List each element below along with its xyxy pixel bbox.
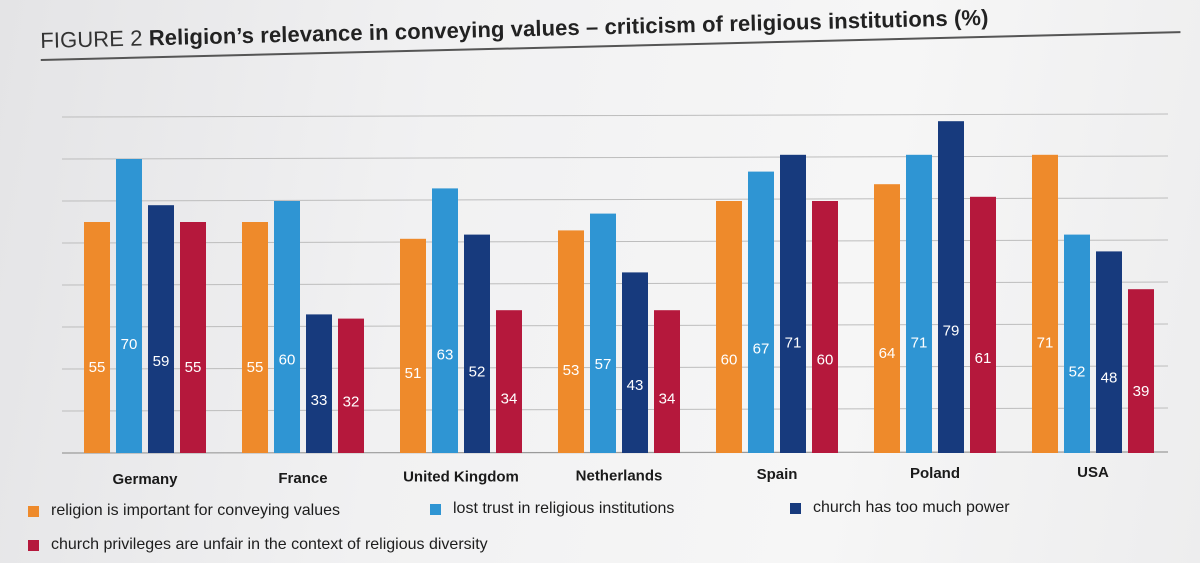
x-tick-label: Netherlands [576,467,663,484]
bar-united-kingdom-2 [464,234,490,453]
bar-poland-2 [938,121,964,453]
x-tick-label: USA [1077,464,1109,481]
data-label: 70 [121,336,138,353]
data-label: 57 [595,356,612,373]
data-label: 39 [1133,383,1150,400]
data-label: 61 [975,350,992,367]
bar-germany-2 [148,205,174,453]
bar-germany-1 [116,159,142,453]
legend: religion is important for conveying valu… [28,498,1188,558]
legend-label-privileges: church privileges are unfair in the cont… [51,536,488,553]
bar-poland-0 [874,184,900,453]
bar-united-kingdom-0 [400,238,426,453]
data-label: 60 [279,351,296,368]
data-label: 67 [753,341,770,358]
gridline [61,155,1169,160]
legend-label-trust: lost trust in religious institutions [453,500,675,517]
bar-france-2 [306,314,332,453]
bar-netherlands-1 [590,213,616,453]
bar-usa-2 [1096,251,1122,453]
data-label: 60 [721,351,738,368]
data-label: 33 [311,392,328,409]
data-label: 53 [563,362,580,379]
data-label: 60 [817,351,834,368]
gridline [61,197,1169,202]
x-tick-label: Poland [910,465,960,482]
legend-item-trust: lost trust in religious institutions [430,500,674,518]
data-label: 32 [343,394,360,411]
data-label: 55 [247,359,264,376]
legend-label-power: church has too much power [813,499,1010,516]
data-label: 59 [153,353,170,370]
bar-france-3 [338,318,364,453]
bar-spain-1 [748,171,774,453]
bar-chart: 55 70 59 55 Germany 55 60 33 32 France 51 63 52 34 Uni… [61,113,1169,488]
bar-spain-3 [812,201,838,453]
bar-netherlands-3 [654,310,680,453]
data-label: 71 [785,335,802,352]
bar-netherlands-0 [558,230,584,453]
x-tick-label: France [278,470,327,487]
bar-germany-0 [84,222,110,453]
bar-spain-2 [780,154,806,454]
bar-netherlands-2 [622,272,648,453]
bar-france-1 [274,201,300,453]
bar-united-kingdom-3 [496,310,522,453]
bar-usa-0 [1032,154,1058,454]
legend-item-power: church has too much power [790,499,1010,517]
data-label: 43 [627,377,644,394]
bar-france-0 [242,222,268,453]
data-label: 55 [185,359,202,376]
bar-spain-0 [716,201,742,453]
bar-usa-1 [1064,234,1090,453]
legend-label-values: religion is important for conveying valu… [51,502,341,519]
data-label: 52 [1069,363,1086,380]
legend-swatch-red [28,539,39,551]
data-label: 79 [943,323,960,340]
data-label: 55 [89,359,106,376]
bar-poland-1 [906,154,932,454]
bar-poland-3 [970,196,996,454]
data-label: 63 [437,347,454,364]
bar-united-kingdom-1 [432,188,458,453]
legend-swatch-lightblue [430,503,441,515]
data-label: 51 [405,365,422,382]
legend-swatch-orange [28,505,39,517]
data-label: 71 [911,335,928,352]
data-label: 71 [1037,335,1054,352]
x-tick-label: United Kingdom [403,469,519,486]
data-label: 34 [501,391,518,408]
x-tick-label: Spain [757,466,798,483]
legend-item-privileges: church privileges are unfair in the cont… [28,536,488,554]
data-label: 48 [1101,369,1118,386]
gridline [61,113,1169,118]
data-label: 64 [879,345,896,362]
data-label: 52 [469,363,486,380]
x-tick-label: Germany [112,471,178,488]
data-label: 34 [659,391,676,408]
legend-swatch-navy [790,502,801,514]
legend-item-values: religion is important for conveying valu… [28,502,340,520]
bar-usa-3 [1128,289,1154,453]
bar-germany-3 [180,222,206,453]
